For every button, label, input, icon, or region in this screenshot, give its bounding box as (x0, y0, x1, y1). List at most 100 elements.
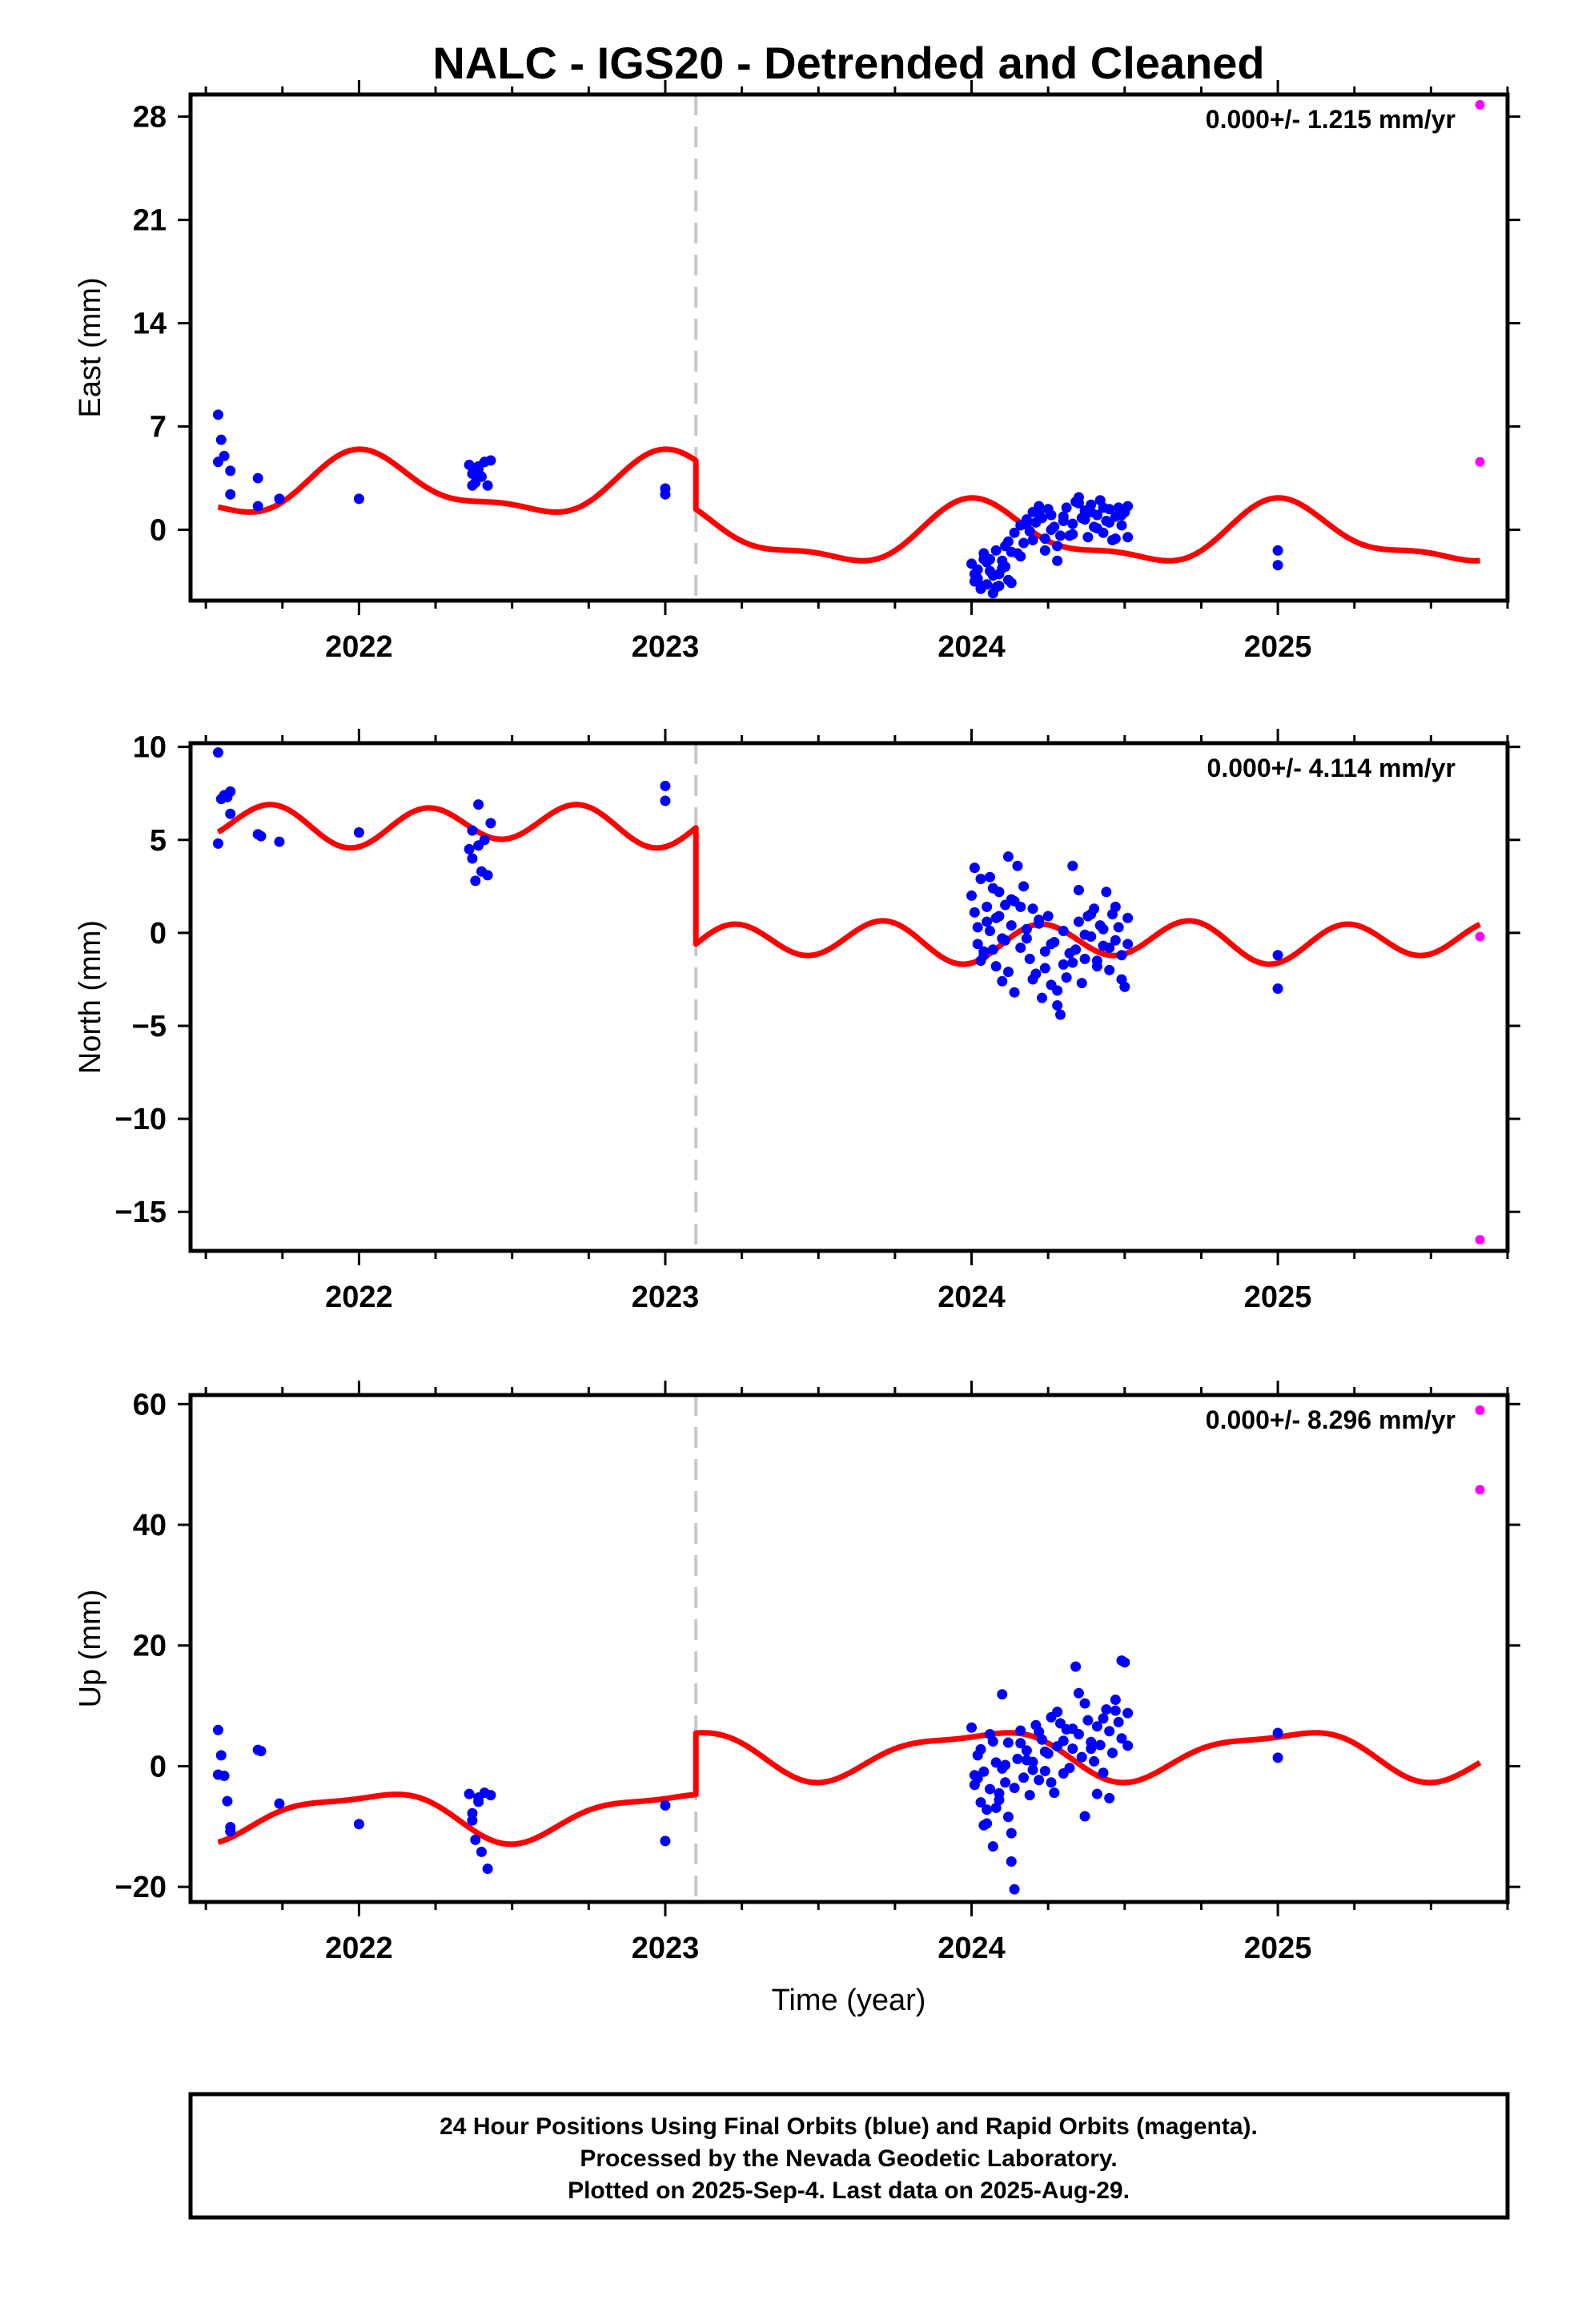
y-tick-label-east-3: 21 (133, 204, 167, 238)
final-point-east-69 (1034, 508, 1045, 519)
final-point-north-24 (969, 862, 980, 874)
rapid-point-east-1 (1475, 456, 1485, 467)
final-point-up-89 (1101, 1704, 1112, 1715)
final-point-up-26 (975, 1797, 986, 1808)
final-point-east-16 (482, 480, 493, 491)
final-point-north-43 (1000, 935, 1011, 946)
final-point-east-106 (1272, 560, 1283, 571)
rapid-point-up-0 (1475, 1405, 1485, 1415)
final-point-east-40 (994, 569, 1005, 580)
final-point-up-105 (1116, 1655, 1127, 1667)
final-point-up-3 (219, 1771, 230, 1782)
final-point-east-9 (353, 493, 364, 505)
final-point-up-72 (1039, 1746, 1050, 1757)
final-point-north-42 (994, 887, 1005, 898)
footer-line-3: Plotted on 2025-Sep-4. Last data on 2025… (568, 2177, 1130, 2204)
final-point-up-106 (1122, 1740, 1134, 1751)
y-tick-label-north-5: 10 (133, 731, 167, 765)
final-point-north-92 (1110, 935, 1121, 946)
final-point-east-72 (1052, 555, 1063, 566)
final-point-up-79 (1070, 1661, 1082, 1672)
final-point-east-98 (1086, 506, 1097, 517)
final-point-up-77 (1064, 1763, 1075, 1774)
final-point-up-53 (1015, 1725, 1026, 1736)
final-point-east-10 (464, 459, 475, 470)
data-layer-north (212, 747, 1485, 1245)
final-point-up-64 (1049, 1787, 1060, 1799)
y-tick-label-up-2: 20 (133, 1630, 167, 1663)
final-point-up-56 (1024, 1790, 1035, 1801)
model-curve-east (216, 446, 1482, 564)
final-point-north-45 (972, 922, 983, 933)
x-tick-label-east-0: 2022 (325, 630, 393, 664)
model-curve-up (216, 1730, 1482, 1848)
final-point-up-51 (1009, 1783, 1020, 1794)
final-point-up-35 (1002, 1811, 1014, 1823)
final-point-east-4 (225, 465, 236, 476)
y-tick-label-east-4: 28 (133, 101, 167, 135)
final-point-up-69 (1021, 1755, 1032, 1766)
final-point-north-96 (1122, 912, 1134, 923)
final-point-north-6 (222, 791, 233, 802)
final-point-east-66 (1015, 551, 1026, 562)
final-point-east-82 (1086, 499, 1097, 510)
x-tick-label-north-1: 2023 (632, 1281, 700, 1314)
final-point-east-94 (1122, 501, 1134, 512)
final-point-up-86 (1091, 1721, 1102, 1732)
final-point-north-54 (1018, 881, 1030, 892)
final-point-up-40 (982, 1804, 993, 1815)
y-tick-label-up-0: −20 (115, 1871, 167, 1904)
final-point-east-63 (1052, 541, 1063, 552)
x-tick-label-north-0: 2022 (325, 1281, 393, 1314)
final-point-up-11 (464, 1788, 475, 1799)
final-point-east-95 (1067, 529, 1078, 540)
final-point-north-38 (969, 907, 980, 918)
final-point-north-93 (1113, 922, 1124, 933)
final-point-north-35 (1002, 967, 1014, 978)
final-point-east-76 (1067, 518, 1078, 529)
final-point-east-1 (215, 434, 227, 445)
final-point-north-17 (482, 870, 493, 881)
y-tick-label-east-0: 0 (150, 514, 167, 548)
footer-line-2: Processed by the Nevada Geodetic Laborat… (580, 2145, 1117, 2172)
rate-label-up: 0.000+/- 8.296 mm/yr (1206, 1405, 1456, 1434)
final-point-up-12 (467, 1815, 478, 1826)
final-point-up-27 (978, 1766, 990, 1777)
final-point-north-55 (1021, 923, 1032, 935)
y-tick-label-north-3: 0 (150, 917, 167, 951)
final-point-north-56 (1024, 953, 1035, 964)
final-point-up-75 (1058, 1735, 1069, 1747)
final-point-up-22 (660, 1835, 671, 1847)
final-point-north-62 (1042, 911, 1054, 922)
final-point-east-35 (1006, 577, 1017, 589)
final-point-up-15 (476, 1846, 487, 1857)
x-tick-label-up-3: 2025 (1244, 1932, 1312, 1965)
final-point-east-19 (485, 455, 496, 466)
final-point-up-13 (470, 1834, 481, 1845)
final-point-north-89 (1101, 887, 1112, 898)
x-tick-label-north-3: 2025 (1244, 1281, 1312, 1314)
final-point-up-52 (1012, 1753, 1023, 1764)
final-point-north-101 (1091, 955, 1102, 967)
final-point-up-85 (1089, 1755, 1100, 1767)
final-point-east-52 (1018, 537, 1030, 549)
y-tick-label-north-1: −10 (115, 1103, 167, 1136)
final-point-up-54 (1018, 1772, 1030, 1783)
final-point-east-104 (1122, 532, 1134, 543)
final-point-east-81 (1082, 532, 1094, 543)
final-point-up-18 (467, 1807, 478, 1819)
final-point-north-2 (212, 838, 223, 849)
final-point-up-102 (1098, 1713, 1109, 1724)
final-point-up-44 (1006, 1827, 1017, 1839)
final-point-up-21 (660, 1799, 671, 1811)
final-point-up-90 (1104, 1726, 1115, 1737)
y-tick-label-north-4: 5 (150, 824, 167, 858)
final-point-east-3 (219, 450, 230, 461)
final-point-up-68 (1015, 1738, 1026, 1749)
final-point-east-100 (1098, 502, 1109, 513)
final-point-north-50 (1002, 851, 1014, 862)
final-point-up-81 (1076, 1751, 1087, 1763)
y-tick-label-up-4: 60 (133, 1388, 167, 1421)
rapid-point-up-1 (1475, 1485, 1485, 1495)
final-point-north-53 (1015, 942, 1026, 953)
